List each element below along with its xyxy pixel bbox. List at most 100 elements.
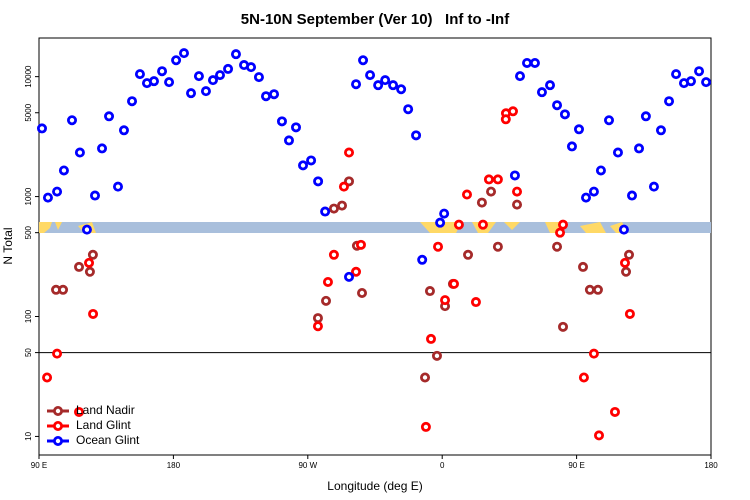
data-point (594, 430, 605, 441)
data-point (328, 249, 339, 260)
data-point (512, 186, 523, 197)
legend-marker (53, 420, 64, 431)
data-point (694, 66, 705, 77)
x-axis-label: Longitude (deg E) (327, 479, 422, 493)
data-point (500, 114, 511, 125)
data-point (529, 57, 540, 68)
x-tick-label: 90 E (31, 461, 47, 470)
x-tick-label: 90 W (298, 461, 317, 470)
data-point (357, 288, 368, 299)
data-point (624, 308, 635, 319)
data-point (403, 104, 414, 115)
data-point (276, 116, 287, 127)
data-point (320, 206, 331, 217)
data-point (207, 75, 218, 86)
data-point (112, 181, 123, 192)
data-point (344, 271, 355, 282)
data-point (269, 89, 280, 100)
data-point (624, 249, 635, 260)
data-point (338, 181, 349, 192)
data-point (312, 321, 323, 332)
data-point (380, 75, 391, 86)
data-point (492, 174, 503, 185)
data-point (477, 219, 488, 230)
data-point (355, 239, 366, 250)
data-point (104, 111, 115, 122)
data-point (627, 190, 638, 201)
data-point (84, 266, 95, 277)
data-point (420, 372, 431, 383)
data-point (373, 80, 384, 91)
data-point (655, 125, 666, 136)
data-point (74, 406, 85, 417)
chart-title: 5N-10N September (Ver 10) Inf to -Inf (241, 11, 510, 28)
data-point (536, 87, 547, 98)
data-point (90, 190, 101, 201)
data-point (157, 66, 168, 77)
data-point (417, 254, 428, 265)
data-point (230, 49, 241, 60)
data-point (592, 284, 603, 295)
data-point (351, 79, 362, 90)
data-point (581, 192, 592, 203)
data-point (424, 286, 435, 297)
data-point (134, 69, 145, 80)
data-point (365, 70, 376, 81)
data-point (558, 219, 569, 230)
data-point (179, 48, 190, 59)
data-point (483, 174, 494, 185)
data-point (193, 71, 204, 82)
data-point (618, 224, 629, 235)
data-point (321, 295, 332, 306)
data-point (578, 261, 589, 272)
legend-label: Ocean Glint (76, 433, 140, 447)
y-tick-label: 50 (24, 348, 33, 357)
data-point (566, 141, 577, 152)
data-point (559, 109, 570, 120)
data-point (552, 241, 563, 252)
y-axis-label: N Total (1, 227, 15, 264)
data-point (298, 160, 309, 171)
data-point (573, 124, 584, 135)
data-point (492, 241, 503, 252)
data-point (701, 77, 712, 88)
data-point (164, 77, 175, 88)
data-point (640, 111, 651, 122)
data-point (253, 72, 264, 83)
data-point (336, 200, 347, 211)
data-point (463, 249, 474, 260)
data-point (609, 406, 620, 417)
data-point (512, 199, 523, 210)
data-point (306, 155, 317, 166)
map-strip (39, 222, 711, 233)
data-point (619, 257, 630, 268)
data-point (552, 100, 563, 111)
data-point (555, 227, 566, 238)
data-point (118, 125, 129, 136)
data-point (148, 76, 159, 87)
y-tick-label: 5000 (24, 103, 33, 121)
data-point (260, 91, 271, 102)
data-point (522, 57, 533, 68)
data-point (246, 62, 257, 73)
legend-label: Land Glint (76, 418, 131, 432)
x-tick-label: 90 E (568, 461, 584, 470)
data-point (58, 165, 69, 176)
data-point (545, 80, 556, 91)
data-point (558, 321, 569, 332)
data-point (322, 276, 333, 287)
data-point (291, 122, 302, 133)
data-point (283, 135, 294, 146)
data-point (411, 130, 422, 141)
data-point (476, 197, 487, 208)
legend-marker (53, 435, 64, 446)
legend-label: Land Nadir (76, 403, 135, 417)
data-point (344, 147, 355, 158)
data-point (588, 348, 599, 359)
data-point (74, 147, 85, 158)
data-point (433, 241, 444, 252)
ocean-strip (39, 222, 711, 233)
data-point (42, 372, 53, 383)
data-point (36, 123, 47, 134)
